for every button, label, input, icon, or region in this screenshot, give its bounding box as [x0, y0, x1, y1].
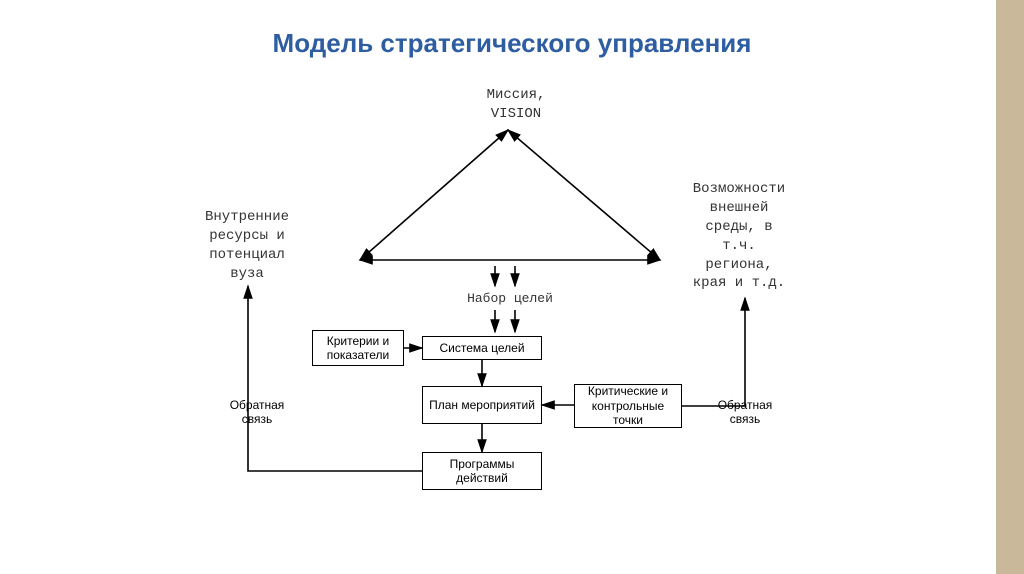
box-critical: Критические и контрольные точки: [574, 384, 682, 428]
label-feedback-left: Обратная связь: [222, 398, 292, 427]
box-programs: Программы действий: [422, 452, 542, 490]
box-plan: План мероприятий: [422, 386, 542, 424]
text-mission: Миссия, VISION: [456, 86, 576, 124]
text-external: Возможности внешней среды, в т.ч. регион…: [674, 180, 804, 293]
text-goal-set: Набор целей: [445, 290, 575, 308]
label-feedback-right: Обратная связь: [710, 398, 780, 427]
text-internal: Внутренние ресурсы и потенциал вуза: [192, 208, 302, 284]
box-goal-system: Система целей: [422, 336, 542, 360]
page-title: Модель стратегического управления: [0, 28, 1024, 59]
box-criteria: Критерии и показатели: [312, 330, 404, 366]
side-border: [996, 0, 1024, 574]
